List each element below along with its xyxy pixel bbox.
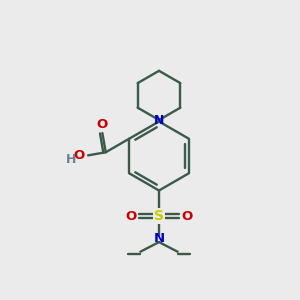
Text: O: O: [182, 209, 193, 223]
Text: S: S: [154, 209, 164, 223]
Text: O: O: [73, 149, 84, 162]
Text: N: N: [153, 232, 165, 245]
Text: H: H: [66, 153, 77, 167]
Text: O: O: [97, 118, 108, 131]
Text: O: O: [125, 209, 136, 223]
Text: N: N: [154, 113, 164, 127]
